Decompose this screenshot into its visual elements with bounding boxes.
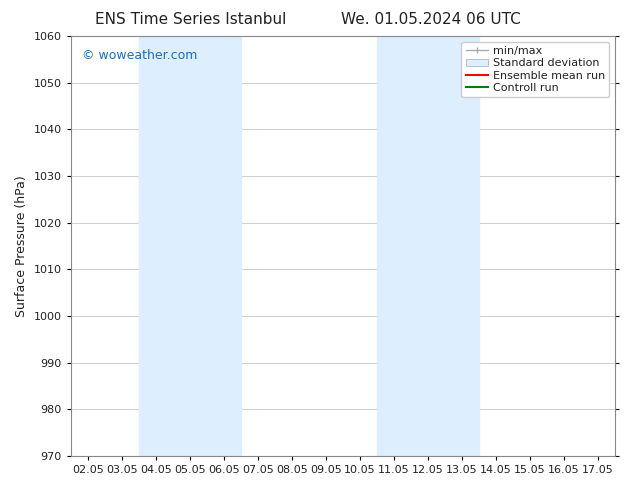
Text: We. 01.05.2024 06 UTC: We. 01.05.2024 06 UTC (341, 12, 521, 27)
Legend: min/max, Standard deviation, Ensemble mean run, Controll run: min/max, Standard deviation, Ensemble me… (462, 42, 609, 97)
Bar (377, 36, 479, 456)
Y-axis label: Surface Pressure (hPa): Surface Pressure (hPa) (15, 175, 28, 317)
Bar (139, 36, 241, 456)
Text: ENS Time Series Istanbul: ENS Time Series Istanbul (94, 12, 286, 27)
Text: © woweather.com: © woweather.com (82, 49, 197, 62)
